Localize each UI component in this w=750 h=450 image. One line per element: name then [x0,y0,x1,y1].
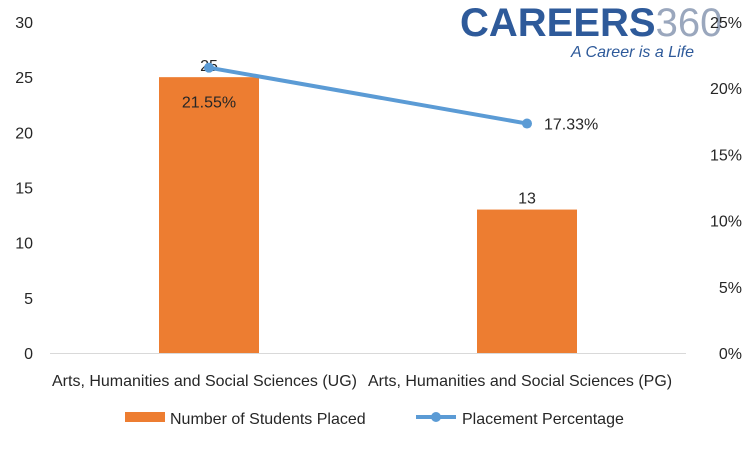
y-right-tick-label: 25% [710,15,742,32]
careers360-logo: CAREERS360 A Career is a Life [460,1,722,61]
y-right-tick-label: 15% [710,147,742,164]
category-label: Arts, Humanities and Social Sciences (UG… [52,373,357,390]
y-left-tick-label: 30 [15,15,33,32]
category-label: Arts, Humanities and Social Sciences (PG… [368,373,672,390]
y-left-tick-label: 15 [15,181,33,198]
y-left-tick-label: 25 [15,70,33,87]
legend-line-label: Placement Percentage [462,411,624,428]
bar [159,77,259,354]
y-right-tick-label: 20% [710,81,742,98]
line-data-label: 21.55% [182,95,236,112]
y-right-tick-label: 0% [719,346,742,363]
bar-data-label: 13 [518,191,536,208]
legend: Number of Students Placed Placement Perc… [125,411,624,428]
logo-tagline: A Career is a Life [570,44,694,61]
svg-text:CAREERS360: CAREERS360 [460,1,722,45]
bar-series: 2513 [159,58,577,354]
y-left-tick-label: 10 [15,236,33,253]
legend-bar-label: Number of Students Placed [170,411,366,428]
y-left-tick-label: 0 [24,346,33,363]
bar [477,209,577,353]
y-left-tick-label: 20 [15,125,33,142]
legend-line-marker [431,412,441,422]
line-data-label: 17.33% [544,117,598,134]
logo-word: CAREERS [460,1,656,45]
y-left-tick-label: 5 [24,291,33,308]
logo-number: 360 [656,1,723,45]
y-right-tick-label: 5% [719,280,742,297]
series-line [207,65,529,126]
line-series: 21.55% 17.33% [182,62,598,134]
x-axis-labels: Arts, Humanities and Social Sciences (UG… [52,373,672,390]
y-axis-right: 0% 5% 10% 15% 20% 25% [710,15,742,363]
y-axis-left: 0 5 10 15 20 25 30 [15,15,33,363]
line-point [522,118,532,129]
y-right-tick-label: 10% [710,214,742,231]
legend-bar-swatch [125,412,165,422]
line-point [204,62,214,73]
